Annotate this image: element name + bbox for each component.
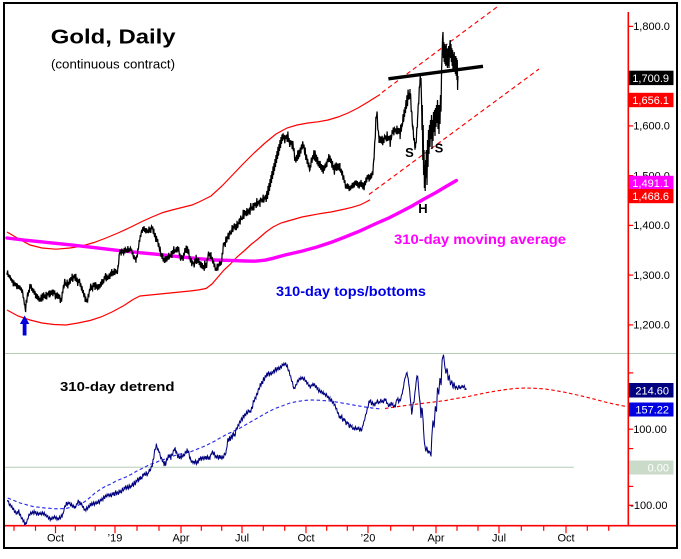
svg-text:Oct: Oct <box>557 532 574 544</box>
svg-text:1,800.0: 1,800.0 <box>633 21 670 33</box>
svg-text:157.22: 157.22 <box>635 405 669 417</box>
svg-text:(continuous contract): (continuous contract) <box>51 56 175 71</box>
svg-text:0.00: 0.00 <box>648 463 669 475</box>
svg-text:310-day detrend: 310-day detrend <box>60 379 175 394</box>
svg-text:Oct: Oct <box>297 532 314 544</box>
svg-text:1,600.0: 1,600.0 <box>633 121 670 133</box>
svg-text:1,700.9: 1,700.9 <box>632 73 669 85</box>
svg-text:1,468.6: 1,468.6 <box>632 191 669 203</box>
svg-text:Jul: Jul <box>235 532 249 544</box>
svg-text:Jul: Jul <box>492 532 506 544</box>
svg-text:310-day tops/bottoms: 310-day tops/bottoms <box>276 284 426 300</box>
svg-text:’20: ’20 <box>361 532 376 544</box>
svg-text:Apr: Apr <box>427 532 444 544</box>
svg-text:S: S <box>435 140 444 155</box>
svg-text:1,200.0: 1,200.0 <box>633 320 670 332</box>
svg-text:S: S <box>405 145 414 160</box>
svg-text:-100.00: -100.00 <box>630 500 667 512</box>
svg-text:Apr: Apr <box>172 532 189 544</box>
svg-text:Oct: Oct <box>47 532 64 544</box>
svg-text:’19: ’19 <box>108 532 123 544</box>
svg-text:1,656.1: 1,656.1 <box>632 95 669 107</box>
svg-text:100.00: 100.00 <box>633 424 667 436</box>
svg-text:1,300.0: 1,300.0 <box>633 270 670 282</box>
svg-text:Gold, Daily: Gold, Daily <box>51 26 177 48</box>
svg-text:H: H <box>418 201 427 216</box>
svg-text:310-day moving average: 310-day moving average <box>394 232 566 248</box>
svg-text:1,400.0: 1,400.0 <box>633 220 670 232</box>
svg-text:214.60: 214.60 <box>635 385 669 397</box>
svg-text:1,491.1: 1,491.1 <box>632 178 669 190</box>
